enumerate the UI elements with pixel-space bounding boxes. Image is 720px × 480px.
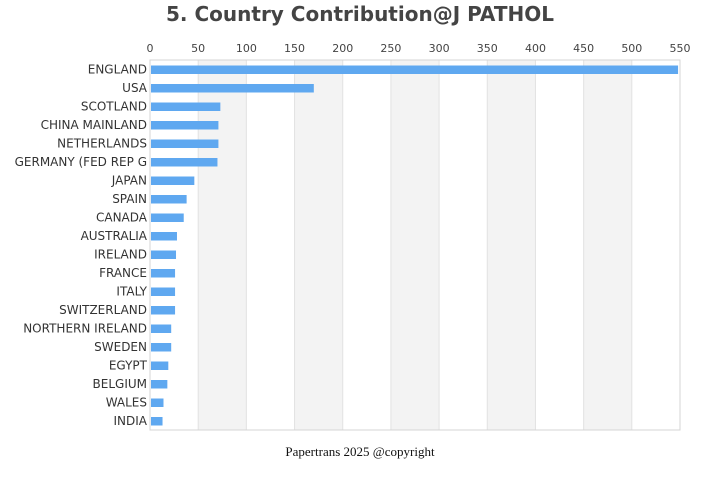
x-tick-label: 250 xyxy=(380,42,401,55)
bar-england xyxy=(151,65,679,74)
x-tick-label: 400 xyxy=(525,42,546,55)
x-tick-label: 350 xyxy=(477,42,498,55)
category-label: BELGIUM xyxy=(93,377,147,391)
x-tick-label: 550 xyxy=(670,42,691,55)
category-label: USA xyxy=(122,81,148,95)
x-tick-label: 500 xyxy=(621,42,642,55)
category-label: FRANCE xyxy=(99,266,147,280)
category-label: SWEDEN xyxy=(94,340,147,354)
category-label: WALES xyxy=(106,395,147,409)
category-label: SCOTLAND xyxy=(81,99,147,113)
category-label: CHINA MAINLAND xyxy=(41,118,147,132)
x-tick-label: 150 xyxy=(284,42,305,55)
category-label: SWITZERLAND xyxy=(59,303,147,317)
category-label: CANADA xyxy=(96,210,148,224)
bar-france xyxy=(151,269,176,278)
category-label: EGYPT xyxy=(109,358,148,372)
bar-northern-ireland xyxy=(151,324,172,333)
x-axis-ticks: 0 50 100 150 200 250 300 350 400 450 500 550 xyxy=(147,42,691,55)
bar-sweden xyxy=(151,343,172,352)
category-label: JAPAN xyxy=(111,173,147,187)
category-label: NORTHERN IRELAND xyxy=(23,321,147,335)
x-tick-label: 450 xyxy=(573,42,594,55)
bars xyxy=(151,65,679,426)
category-label: SPAIN xyxy=(112,192,147,206)
grid-band xyxy=(390,60,440,430)
bar-netherlands xyxy=(151,139,219,148)
bar-india xyxy=(151,417,163,426)
bar-scotland xyxy=(151,102,221,111)
category-label: ENGLAND xyxy=(88,62,147,76)
category-label: IRELAND xyxy=(94,247,147,261)
bar-italy xyxy=(151,287,176,296)
x-tick-label: 300 xyxy=(429,42,450,55)
bar-japan xyxy=(151,176,195,185)
chart-title: 5. Country Contribution@J PATHOL xyxy=(166,2,554,26)
category-label: INDIA xyxy=(113,414,147,428)
bar-china-mainland xyxy=(151,121,219,130)
bar-switzerland xyxy=(151,306,176,315)
bar-australia xyxy=(151,232,177,241)
category-labels: ENGLAND USA SCOTLAND CHINA MAINLAND NETHERLA… xyxy=(15,62,148,428)
x-tick-label: 0 xyxy=(147,42,154,55)
bar-egypt xyxy=(151,361,169,370)
bar-germany-fed-rep-g xyxy=(151,158,218,167)
plot-frame xyxy=(149,59,681,431)
category-label: GERMANY (FED REP G xyxy=(15,155,147,169)
bar-ireland xyxy=(151,250,177,259)
category-label: AUSTRALIA xyxy=(81,229,148,243)
grid-band xyxy=(583,60,632,430)
grid-band xyxy=(487,60,536,430)
x-tick-label: 50 xyxy=(191,42,205,55)
bar-spain xyxy=(151,195,187,204)
grid-band xyxy=(198,60,247,430)
bar-belgium xyxy=(151,380,168,389)
grid-band xyxy=(294,60,343,430)
category-label: ITALY xyxy=(116,284,147,298)
footer-copyright: Papertrans 2025 @copyright xyxy=(285,444,435,459)
x-tick-label: 200 xyxy=(332,42,353,55)
x-tick-label: 100 xyxy=(236,42,257,55)
bar-usa xyxy=(151,84,314,93)
bar-canada xyxy=(151,213,184,222)
bar-wales xyxy=(151,398,164,407)
grid-bands xyxy=(149,60,681,430)
category-label: NETHERLANDS xyxy=(57,136,147,150)
